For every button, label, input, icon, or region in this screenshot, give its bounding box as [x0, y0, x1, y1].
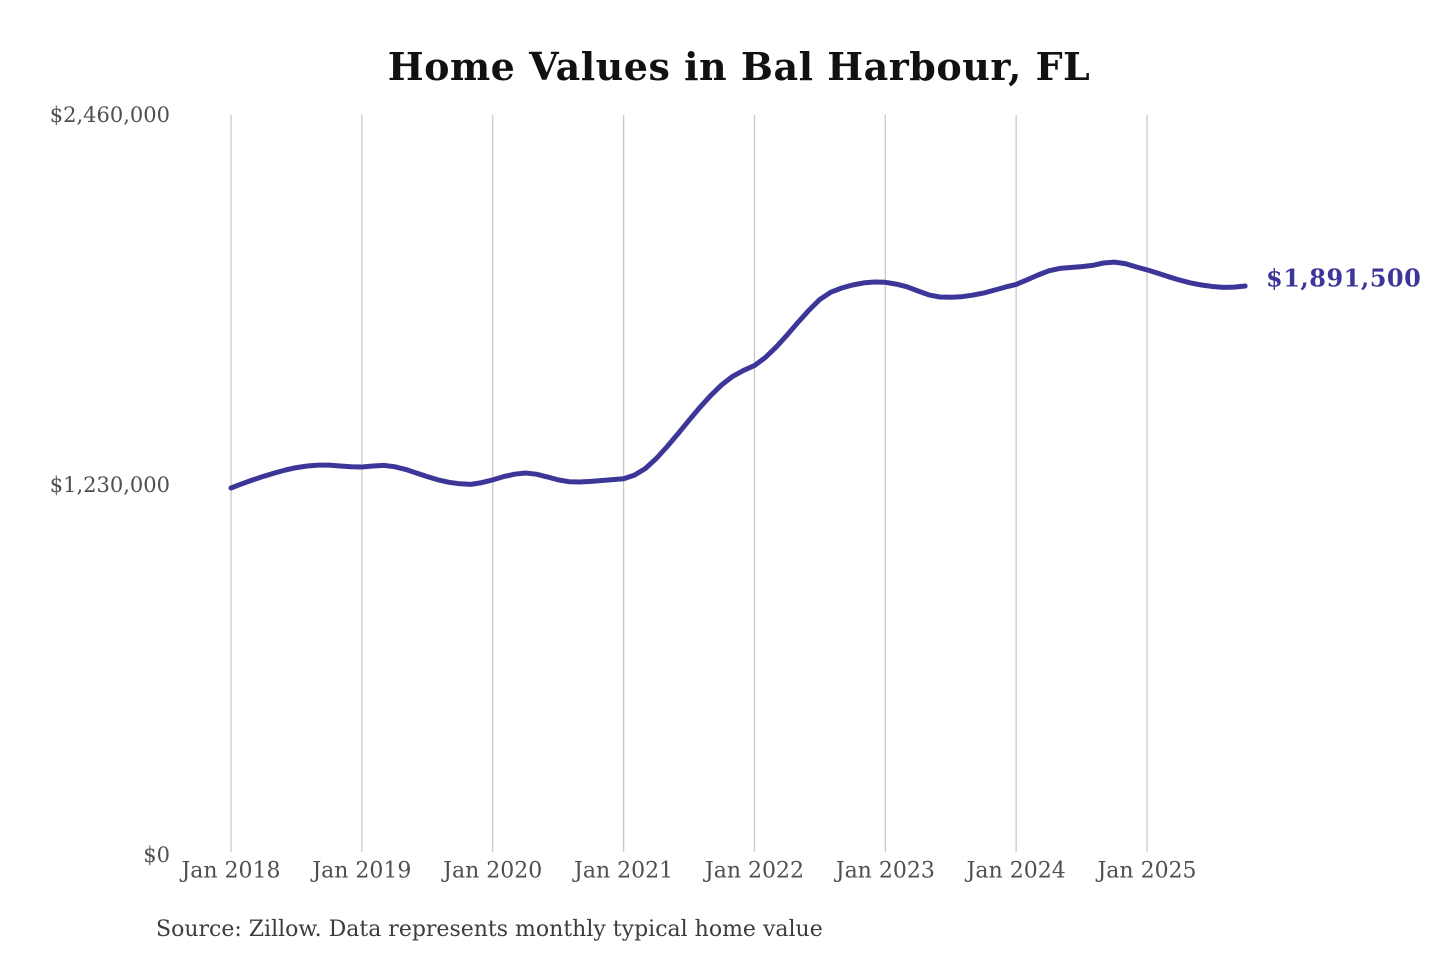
y-tick-label: $2,460,000 — [49, 103, 170, 127]
x-tick-label: Jan 2022 — [704, 858, 804, 884]
y-tick-label: $1,230,000 — [49, 473, 170, 497]
x-tick-label: Jan 2023 — [835, 858, 935, 884]
x-tick-label: Jan 2018 — [181, 858, 281, 884]
latest-value-label: $1,891,500 — [1266, 263, 1422, 293]
x-tick-label: Jan 2024 — [966, 858, 1066, 884]
x-tick-label: Jan 2025 — [1097, 858, 1197, 884]
x-tick-label: Jan 2021 — [574, 858, 674, 884]
x-tick-label: Jan 2020 — [443, 858, 543, 884]
chart-title: Home Values in Bal Harbour, FL — [387, 44, 1091, 89]
x-tick-label: Jan 2019 — [312, 858, 412, 884]
home-value-line — [228, 259, 1248, 491]
y-tick-label: $0 — [143, 843, 170, 867]
source-note: Source: Zillow. Data represents monthly … — [156, 917, 823, 942]
